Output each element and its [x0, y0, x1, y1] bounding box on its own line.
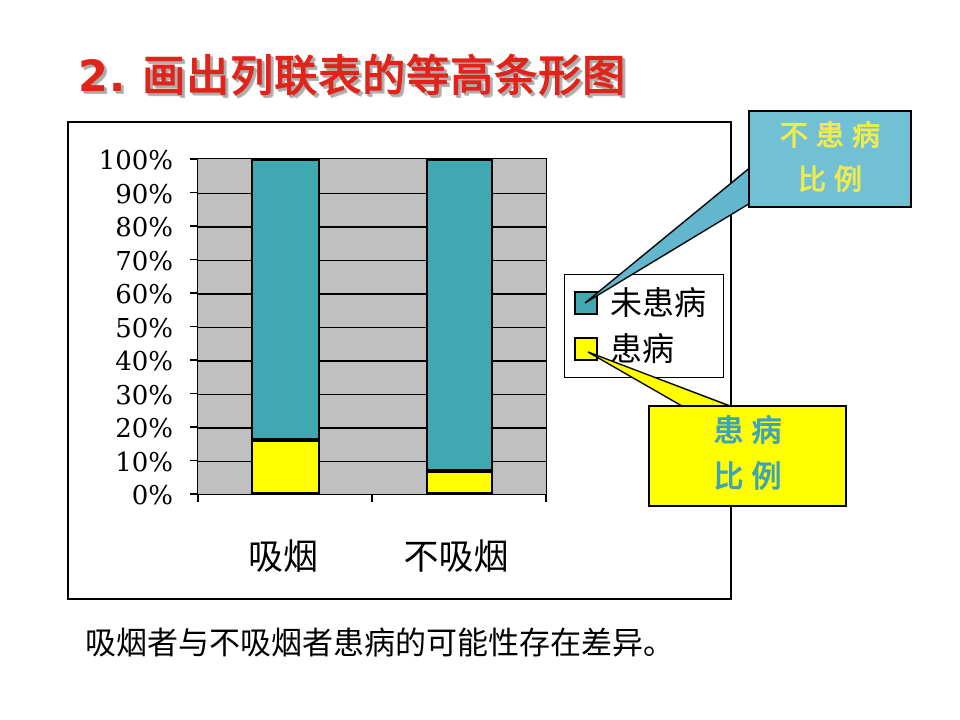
callout-text-line: 患病: [713, 414, 790, 449]
y-axis-label: 0%: [131, 481, 173, 511]
y-axis-tickmark: [190, 225, 197, 227]
y-axis-label: 60%: [115, 280, 173, 310]
bar-segment-患病: [426, 470, 493, 494]
y-axis-label: 30%: [115, 380, 173, 411]
callout-not-diseased-proportion: 不患病 比例: [748, 110, 912, 208]
y-axis-tickmark: [190, 325, 197, 327]
gridline: [198, 226, 546, 228]
x-axis-label-不吸烟: 不吸烟: [403, 538, 509, 578]
y-axis-label: 50%: [115, 313, 173, 344]
y-axis-label: 10%: [115, 447, 173, 478]
y-axis-tickmark: [190, 258, 197, 260]
y-axis-tickmark: [190, 392, 197, 394]
gridline: [198, 393, 546, 395]
gridline: [198, 293, 546, 295]
callout-text-line: 比例: [713, 460, 790, 495]
y-axis-tickmark: [190, 359, 197, 361]
y-axis-label: 80%: [115, 213, 173, 243]
y-axis-tickmark: [190, 158, 197, 160]
legend-swatch-icon: [574, 291, 598, 315]
legend-label: 患病: [610, 330, 675, 368]
callout-text-line: 比例: [797, 163, 870, 196]
gridline: [198, 360, 546, 362]
chart-legend: 未患病 患病: [564, 274, 724, 378]
y-axis-label: 70%: [115, 246, 173, 277]
gridline: [198, 460, 546, 462]
y-axis-label: 100%: [98, 146, 173, 176]
y-axis: 100% 90% 80% 70% 60% 50% 40% 30% 20% 10% 0%: [69, 148, 173, 509]
gridline: [198, 326, 546, 328]
bar-segment-未患病: [251, 159, 320, 441]
x-axis-label-吸烟: 吸烟: [247, 538, 318, 578]
plot-area: [197, 158, 547, 495]
y-axis-label: 90%: [115, 179, 173, 210]
gridline: [198, 259, 546, 261]
bar-segment-未患病: [426, 159, 493, 471]
y-axis-tickmark: [190, 292, 197, 294]
legend-item: 未患病: [565, 287, 723, 319]
gridline: [198, 192, 546, 194]
legend-item: 患病: [565, 333, 723, 365]
legend-label: 未患病: [610, 284, 707, 322]
x-axis-tickmark: [371, 494, 373, 502]
y-axis-tickmark: [190, 426, 197, 428]
chart-frame: 100% 90% 80% 70% 60% 50% 40% 30% 20% 10% 0% 吸烟 不吸烟 …: [67, 121, 732, 600]
y-axis-tickmark: [190, 191, 197, 193]
bar-吸烟: [251, 159, 320, 494]
callout-text-line: 不患病: [779, 119, 888, 152]
bar-segment-患病: [251, 440, 320, 494]
callout-diseased-proportion: 患病 比例: [648, 405, 847, 507]
y-axis-tickmark: [190, 459, 197, 461]
bar-不吸烟: [426, 159, 493, 494]
slide-title: 2. 画出列联表的等高条形图: [78, 52, 627, 102]
legend-swatch-icon: [574, 337, 598, 361]
conclusion-text: 吸烟者与不吸烟者患病的可能性存在差异。: [85, 626, 674, 662]
x-axis-tickmark: [545, 494, 547, 502]
y-axis-label: 20%: [115, 414, 173, 444]
y-axis-tickmark: [190, 493, 197, 495]
gridline: [198, 427, 546, 429]
y-axis-label: 40%: [115, 347, 173, 377]
x-axis-tickmark: [197, 494, 199, 502]
